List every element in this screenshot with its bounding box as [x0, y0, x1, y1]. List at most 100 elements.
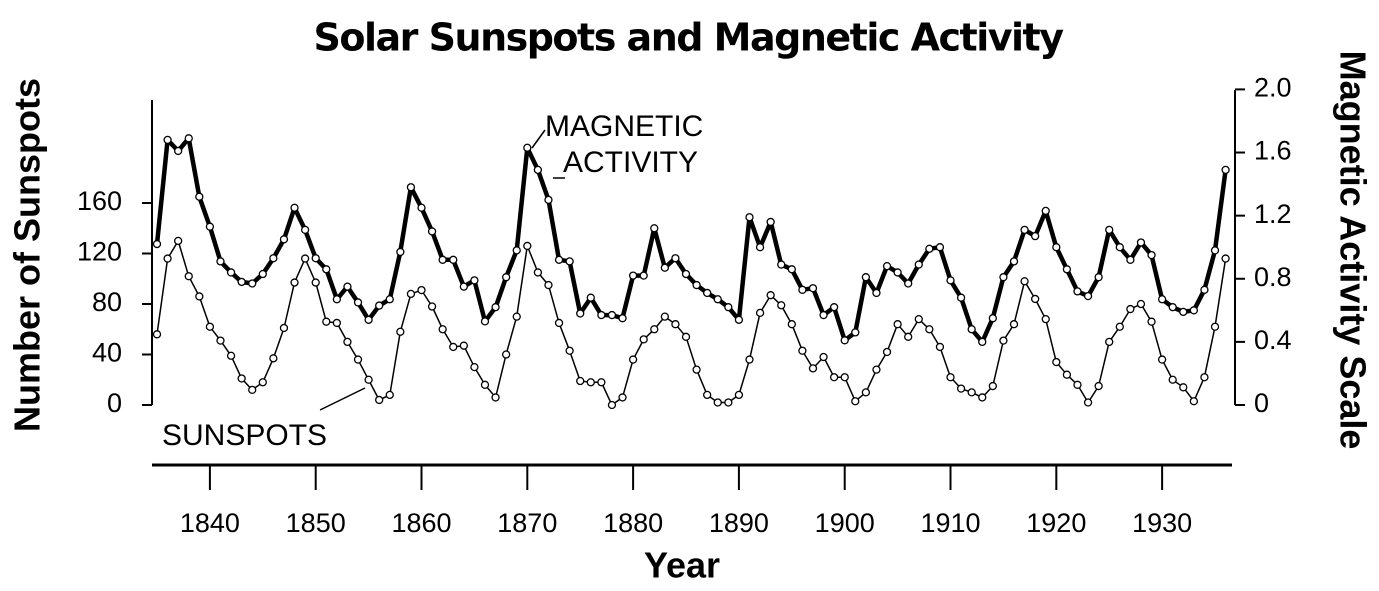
data-point: [946, 373, 955, 382]
data-point: [988, 314, 997, 323]
data-point: [501, 350, 511, 359]
y-tick-label: 80: [92, 287, 122, 317]
data-point: [480, 380, 490, 389]
data-point: [681, 269, 691, 279]
data-point: [1105, 337, 1114, 347]
data-point: [152, 330, 162, 339]
x-tick-label: 1850: [286, 508, 346, 538]
data-point: [417, 203, 426, 212]
data-point: [512, 312, 521, 321]
data-point: [607, 310, 617, 320]
data-point: [406, 289, 416, 299]
x-tick-label: 1920: [1026, 508, 1086, 538]
data-point: [290, 278, 299, 287]
data-point: [1094, 381, 1103, 391]
y-tick-label: 0: [107, 388, 122, 418]
data-point: [808, 364, 818, 373]
data-point: [343, 282, 352, 291]
data-point: [364, 375, 373, 384]
data-point: [1041, 315, 1050, 324]
data-point: [459, 282, 468, 291]
data-point: [1083, 398, 1093, 407]
data-point: [829, 303, 839, 312]
data-point: [999, 336, 1008, 345]
data-point: [935, 243, 945, 252]
data-point: [554, 318, 564, 328]
y2-tick-label: 1.6: [1254, 136, 1292, 166]
data-point: [353, 298, 363, 307]
data-point: [755, 308, 765, 317]
data-point: [703, 390, 712, 400]
data-point: [978, 337, 987, 347]
data-point: [1009, 257, 1019, 266]
data-point: [322, 317, 331, 326]
x-tick-label: 1900: [815, 508, 875, 538]
data-point: [904, 279, 913, 288]
data-point: [396, 327, 405, 336]
data-point: [1041, 206, 1050, 216]
data-point: [1031, 232, 1040, 241]
y-tick-label: 120: [77, 237, 122, 267]
data-point: [438, 325, 447, 334]
data-point: [808, 284, 818, 293]
data-point: [882, 261, 892, 271]
data-point: [586, 293, 595, 302]
chart-title: Solar Sunspots and Magnetic Activity: [314, 16, 1065, 60]
x-tick-label: 1870: [497, 508, 557, 538]
data-point: [925, 325, 934, 334]
data-point: [882, 347, 892, 357]
data-point: [470, 276, 479, 285]
data-point: [1062, 370, 1072, 379]
data-point: [840, 336, 849, 345]
data-point: [1115, 243, 1124, 252]
data-point: [438, 255, 447, 264]
x-tick-label: 1910: [920, 508, 980, 538]
data-point: [745, 355, 754, 364]
data-point: [1052, 357, 1061, 367]
y2-tick-label: 0.8: [1254, 262, 1292, 292]
data-point: [1073, 287, 1082, 296]
data-point: [533, 165, 543, 175]
data-point: [1147, 250, 1156, 260]
data-point: [819, 310, 828, 320]
data-point: [554, 255, 564, 264]
data-point: [311, 254, 320, 263]
data-point: [861, 388, 871, 397]
data-point: [946, 276, 955, 285]
data-point: [1221, 165, 1230, 175]
annotation: SUNSPOTS: [162, 419, 327, 452]
y2-tick-label: 2.0: [1254, 73, 1292, 103]
data-point: [184, 134, 193, 143]
data-point: [1020, 225, 1029, 234]
data-point: [258, 378, 267, 387]
annotation: ACTIVITY: [563, 146, 698, 179]
data-point: [914, 260, 923, 269]
data-point: [258, 269, 267, 279]
data-point: [956, 384, 966, 393]
data-point: [523, 241, 532, 251]
data-point: [639, 335, 648, 344]
data-point: [427, 302, 437, 311]
data-point: [650, 224, 659, 233]
data-point: [205, 222, 215, 231]
data-point: [660, 312, 669, 321]
data-point: [777, 301, 786, 310]
series-line: [154, 136, 1228, 345]
data-point: [322, 265, 331, 274]
data-point: [1136, 299, 1146, 309]
data-point: [385, 390, 394, 400]
data-point: [628, 355, 638, 364]
data-point: [491, 303, 500, 312]
data-point: [449, 342, 458, 352]
y-axis-title: Number of Sunspots: [7, 78, 48, 432]
x-axis-title: Year: [644, 545, 720, 586]
data-point: [724, 303, 733, 312]
x-tick-label: 1880: [603, 508, 663, 538]
annotation-pointer: [319, 387, 366, 411]
data-point: [300, 225, 310, 234]
data-point: [375, 395, 384, 405]
data-point: [533, 268, 543, 277]
data-point: [618, 314, 627, 323]
data-point: [174, 236, 183, 246]
